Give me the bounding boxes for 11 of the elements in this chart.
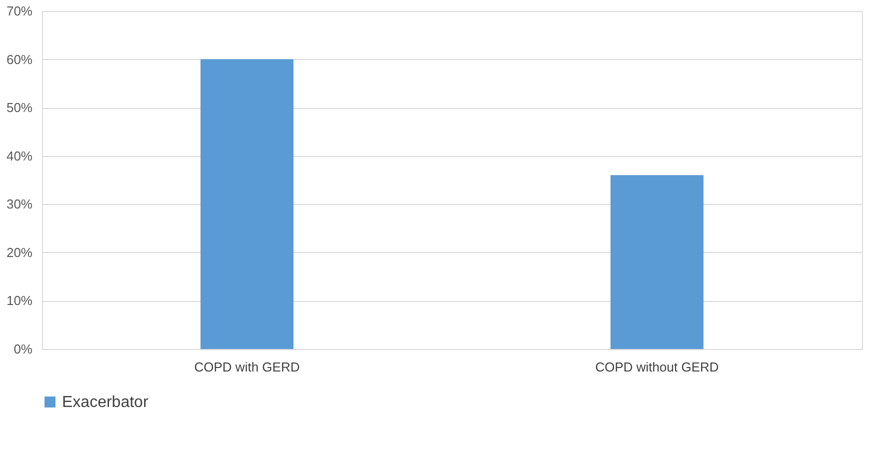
y-tick-label: 50%	[6, 100, 33, 116]
x-tick-label: COPD with GERD	[194, 360, 300, 374]
y-tick-label: 60%	[6, 52, 33, 67]
y-tick-label: 30%	[6, 196, 33, 212]
y-tick-label: 40%	[6, 148, 33, 164]
legend-label: Exacerbator	[62, 394, 149, 411]
x-tick-label: COPD without GERD	[595, 360, 719, 374]
y-tick-label: 0%	[14, 342, 33, 356]
y-tick-label: 70%	[6, 4, 33, 18]
y-tick-label: 10%	[6, 293, 33, 308]
y-tick-label: 20%	[6, 244, 33, 260]
